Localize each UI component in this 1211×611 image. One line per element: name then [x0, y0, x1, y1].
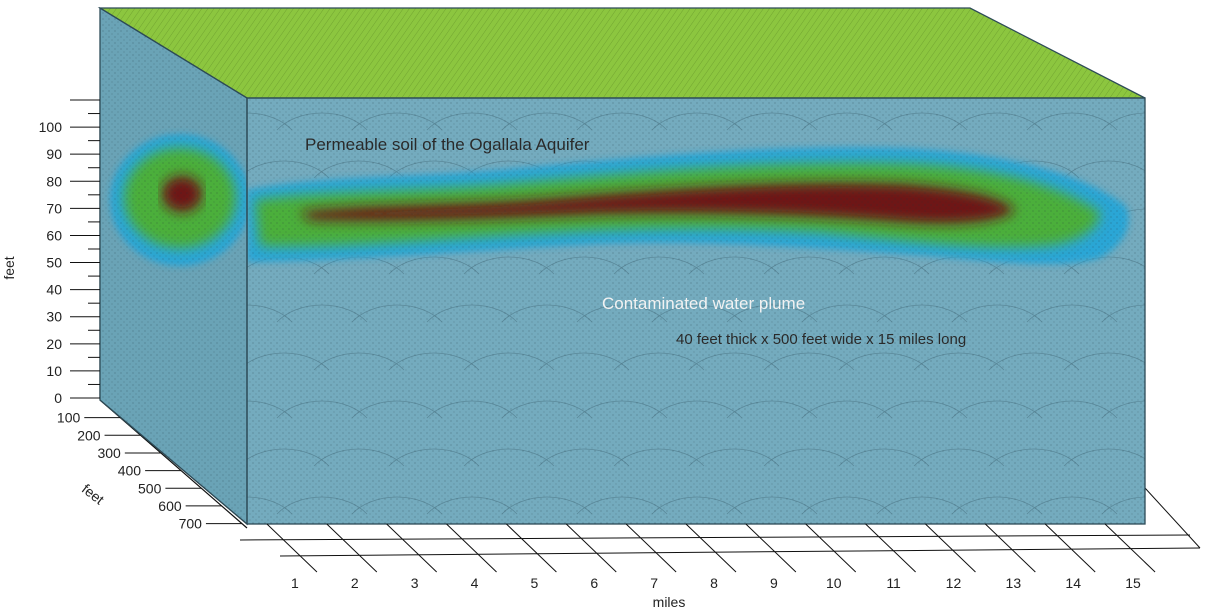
depth-tick-label: 300 [97, 445, 121, 461]
plume-label: Contaminated water plume [602, 294, 805, 313]
block-top-hatch [100, 8, 1145, 98]
horizontal-tick-label: 5 [531, 575, 539, 591]
floor-line [239, 534, 1191, 541]
depth-tick-label: 700 [179, 516, 203, 532]
horizontal-tick [506, 523, 557, 573]
block-edges [97, 6, 1146, 526]
horizontal-axis-title: miles [653, 594, 686, 610]
vertical-tick-label: 100 [39, 119, 63, 135]
soil-label: Permeable soil of the Ogallala Aquifer [305, 135, 590, 154]
vertical-tick-label: 40 [46, 282, 62, 298]
horizontal-tick-label: 12 [946, 575, 962, 591]
horizontal-tick [326, 523, 378, 573]
horizontal-tick-label: 4 [471, 575, 479, 591]
horizontal-tick-label: 3 [411, 575, 419, 591]
depth-axis-title: feet [79, 481, 107, 508]
vertical-tick-label: 50 [46, 255, 62, 271]
horizontal-tick-label: 2 [351, 575, 359, 591]
horizontal-tick-label: 11 [886, 575, 901, 591]
horizontal-tick [805, 523, 857, 573]
horizontal-tick-label: 14 [1065, 575, 1081, 591]
horizontal-tick-label: 15 [1125, 575, 1141, 591]
horizontal-tick [625, 523, 677, 573]
vertical-tick-label: 90 [46, 146, 62, 162]
vertical-tick-label: 10 [46, 363, 62, 379]
front-stipple [247, 98, 1145, 524]
horizontal-tick [565, 523, 617, 573]
depth-tick-label: 200 [77, 427, 101, 443]
vertical-axis-title: feet [1, 256, 17, 279]
dimensions-label: 40 feet thick x 500 feet wide x 15 miles… [676, 331, 966, 348]
horizontal-tick [865, 523, 916, 573]
vertical-tick-label: 0 [54, 390, 62, 406]
vertical-tick-label: 20 [46, 336, 62, 352]
horizontal-tick [925, 523, 976, 573]
horizontal-tick-label: 8 [710, 575, 718, 591]
horizontal-axis: 1 2 3 4 5 6 7 8 9 10 11 12 13 14 15 [266, 523, 1156, 591]
horizontal-tick-label: 9 [770, 575, 778, 591]
horizontal-tick [386, 523, 438, 573]
vertical-tick-label: 80 [46, 173, 62, 189]
vertical-tick-label: 70 [46, 200, 62, 216]
vertical-tick-label: 30 [46, 309, 62, 325]
horizontal-tick-label: 13 [1006, 575, 1022, 591]
floor-edge [1144, 487, 1201, 549]
side-stipple [100, 8, 247, 524]
horizontal-tick-label: 7 [650, 575, 658, 591]
depth-tick-label: 500 [138, 480, 162, 496]
vertical-axis: 0 10 20 30 40 50 60 70 80 90 100 [39, 99, 100, 406]
floor-line [279, 547, 1201, 557]
depth-tick-label: 100 [57, 410, 81, 426]
depth-tick-label: 400 [118, 463, 142, 479]
horizontal-tick [446, 523, 497, 573]
horizontal-tick [685, 523, 737, 573]
horizontal-tick-label: 10 [826, 575, 842, 591]
depth-tick-label: 600 [158, 498, 182, 514]
vertical-tick-label: 60 [46, 227, 62, 243]
horizontal-tick-label: 6 [590, 575, 598, 591]
horizontal-tick [266, 523, 318, 573]
horizontal-tick [745, 523, 797, 573]
horizontal-tick [1104, 523, 1156, 573]
horizontal-tick-label: 1 [291, 575, 299, 591]
horizontal-tick [984, 523, 1036, 573]
horizontal-tick [1044, 523, 1096, 573]
